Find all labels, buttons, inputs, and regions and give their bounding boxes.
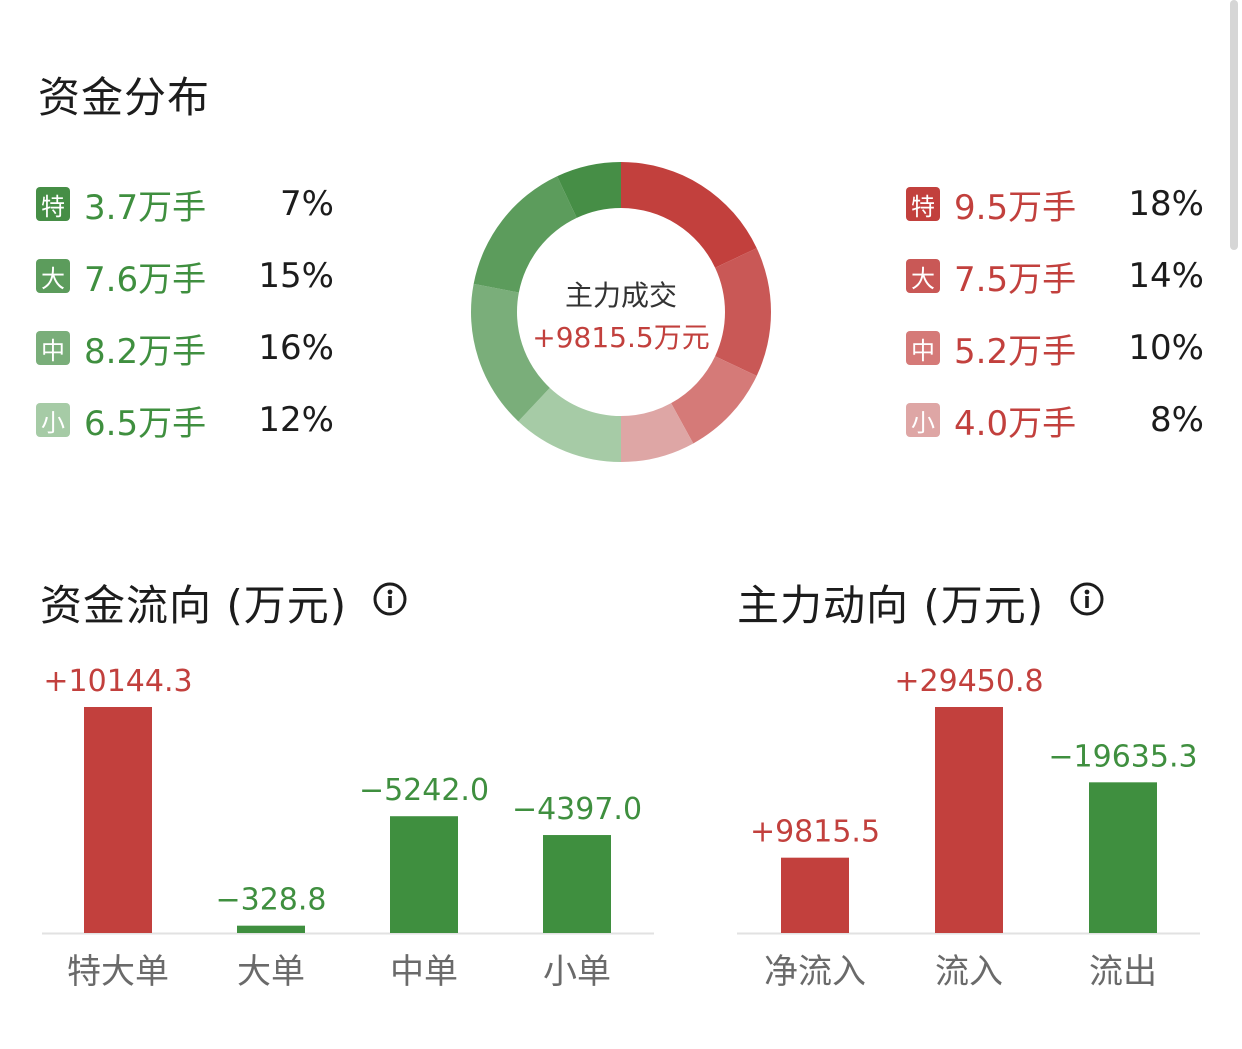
legend-value: 3.7万手 [84,187,207,228]
legend-value: 4.0万手 [954,403,1077,444]
capital-flow-bar-chart: +10144.3 特大单 −328.8 大单 −5242.0 中单 −4397.0 小单 [42,664,654,992]
donut-slice [471,283,550,422]
legend-percent: 16% [258,328,334,368]
legend-value: 5.2万手 [954,331,1077,372]
capital-donut-chart [471,162,771,462]
bar-value-label: +9815.5 [750,815,880,850]
legend-value: 9.5万手 [954,187,1077,228]
donut-slice [715,248,771,376]
legend-row-in: 小 4.0万手 8% [906,398,1206,444]
legend-row-out: 小 6.5万手 12% [36,398,336,444]
x-tick-label: 流出 [1089,952,1157,992]
legend-badge: 中 [36,331,70,365]
info-icon[interactable] [373,582,407,616]
legend-percent: 18% [1128,184,1204,224]
legend-row-out: 大 7.6万手 15% [36,254,336,300]
legend-value: 7.6万手 [84,259,207,300]
x-tick-label: 特大单 [67,952,169,992]
scrollbar[interactable] [1230,0,1238,250]
legend-row-in: 特 9.5万手 18% [906,182,1206,228]
flow-title: 资金流向 (万元) [40,581,348,630]
x-tick-label: 中单 [390,952,458,992]
bar [935,707,1003,933]
bar [390,816,458,933]
distribution-title: 资金分布 [38,73,211,122]
legend-row-in: 中 5.2万手 10% [906,326,1206,372]
legend-badge: 特 [906,187,940,221]
donut-center-value: +9815.5万元 [532,321,710,354]
bar [543,835,611,933]
bar-value-label: +10144.3 [43,664,192,699]
legend-percent: 10% [1128,328,1204,368]
donut-slice [621,403,694,462]
legend-value: 6.5万手 [84,403,207,444]
donut-slice [621,162,757,268]
donut-slice [671,356,757,444]
x-tick-label: 小单 [543,952,611,992]
legend-row-out: 中 8.2万手 16% [36,326,336,372]
legend-badge: 中 [906,331,940,365]
legend-badge: 小 [906,403,940,437]
legend-percent: 12% [258,400,334,440]
donut-slice [473,176,577,293]
bar-value-label: −5242.0 [359,773,489,808]
legend-badge: 大 [36,259,70,293]
donut-slice [557,162,621,218]
legend-percent: 7% [280,184,334,224]
bar [237,925,305,933]
legend-percent: 8% [1150,400,1204,440]
main-force-bar-chart: +9815.5 净流入 +29450.8 流入 −19635.3 流出 [737,664,1200,992]
bar-value-label: −19635.3 [1048,739,1197,774]
x-tick-label: 大单 [237,952,305,992]
x-tick-label: 流入 [935,952,1003,992]
legend-badge: 特 [36,187,70,221]
legend-value: 8.2万手 [84,331,207,372]
main-title: 主力动向 (万元) [737,581,1045,630]
bar [84,707,152,933]
info-icon[interactable] [1070,582,1104,616]
donut-center-label: 主力成交 [564,279,677,312]
legend-badge: 小 [36,403,70,437]
legend-row-in: 大 7.5万手 14% [906,254,1206,300]
bar-value-label: −4397.0 [512,792,642,827]
x-tick-label: 净流入 [764,952,866,992]
donut-slice [518,387,621,462]
legend-percent: 14% [1128,256,1204,296]
legend-row-out: 特 3.7万手 7% [36,182,336,228]
legend-badge: 大 [906,259,940,293]
bar [781,857,849,933]
bar-value-label: +29450.8 [894,664,1043,699]
bar-value-label: −328.8 [215,883,326,918]
legend-percent: 15% [258,256,334,296]
legend-value: 7.5万手 [954,259,1077,300]
bar [1089,782,1157,933]
